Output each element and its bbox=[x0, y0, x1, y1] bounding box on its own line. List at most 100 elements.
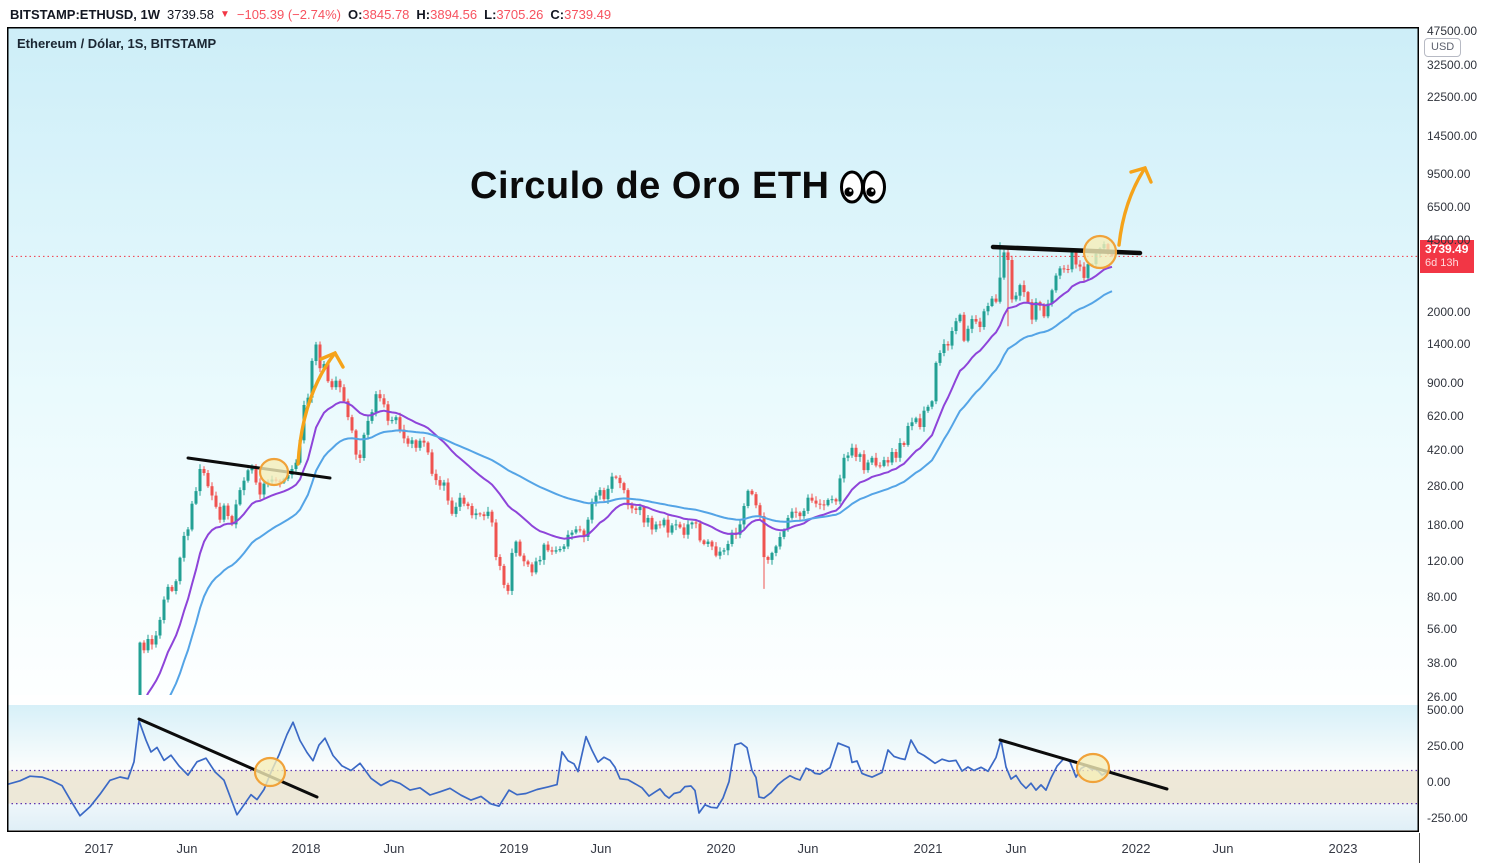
candle-body bbox=[978, 321, 982, 327]
candle-body bbox=[838, 478, 842, 502]
candle-body bbox=[454, 506, 458, 514]
candle-body bbox=[202, 469, 206, 473]
candle-body bbox=[846, 455, 850, 458]
candle-body bbox=[986, 306, 990, 312]
currency-badge[interactable]: USD bbox=[1424, 38, 1462, 57]
chart-legend[interactable]: Ethereum / Dólar, 1S, BITSTAMP bbox=[17, 36, 216, 51]
candle-body bbox=[1046, 303, 1050, 317]
candle-body bbox=[730, 532, 734, 544]
breakout-arrow-2018[interactable] bbox=[296, 350, 345, 466]
candle-body bbox=[786, 517, 790, 530]
candle-body bbox=[822, 504, 826, 506]
candle-body bbox=[1050, 290, 1054, 304]
indicator-golden-circle-2017[interactable] bbox=[253, 756, 287, 788]
candle-body bbox=[1058, 268, 1062, 276]
candle-body bbox=[154, 635, 158, 645]
candle-body bbox=[974, 319, 978, 322]
candle-body bbox=[874, 457, 878, 466]
axis-corner-divider bbox=[1419, 833, 1420, 863]
low-value: 3705.26 bbox=[496, 6, 544, 22]
candle-body bbox=[854, 447, 858, 457]
candle-body bbox=[534, 561, 538, 573]
candle-body bbox=[558, 549, 562, 551]
candle-body bbox=[614, 476, 618, 478]
indicator-trendline-2017[interactable] bbox=[137, 717, 319, 799]
indicator-tick-label: 500.00 bbox=[1427, 703, 1464, 717]
panel-separator bbox=[7, 695, 1419, 705]
last-price: 3739.58 bbox=[166, 6, 214, 22]
candle-body bbox=[418, 440, 422, 448]
golden-circle-2021[interactable] bbox=[1082, 234, 1118, 270]
breakout-arrow-2021-stroke bbox=[1117, 166, 1147, 247]
candle-body bbox=[670, 525, 674, 533]
candle-body bbox=[410, 440, 414, 444]
candle-body bbox=[906, 426, 910, 445]
candle-body bbox=[242, 480, 246, 491]
price-tick-label: 32500.00 bbox=[1427, 57, 1478, 72]
candle-body bbox=[826, 499, 830, 506]
chart-border bbox=[7, 27, 1419, 832]
candle-body bbox=[366, 420, 370, 435]
candle-body bbox=[718, 551, 722, 556]
candle-body bbox=[582, 530, 586, 537]
candle-body bbox=[798, 512, 802, 517]
candle-body bbox=[162, 599, 166, 620]
candle-body bbox=[810, 497, 814, 501]
breakout-arrow-2018-stroke bbox=[319, 350, 345, 369]
candle-body bbox=[1010, 260, 1014, 300]
candle-body bbox=[722, 550, 726, 552]
candle-body bbox=[362, 434, 366, 458]
indicator-band-fill bbox=[7, 770, 1419, 804]
candle-body bbox=[182, 535, 186, 558]
candle-body bbox=[650, 517, 654, 530]
candle-body bbox=[486, 511, 490, 516]
resistance-trendline-2017[interactable] bbox=[186, 456, 332, 480]
candle-body bbox=[882, 460, 886, 466]
close-label: C: bbox=[550, 6, 565, 22]
candle-body bbox=[954, 321, 958, 331]
candle-body bbox=[634, 508, 638, 510]
candle-body bbox=[214, 495, 218, 507]
candle-body bbox=[714, 546, 718, 556]
candle-body bbox=[610, 476, 614, 489]
candle-body bbox=[562, 546, 566, 549]
candle-body bbox=[394, 417, 398, 421]
candle-body bbox=[146, 639, 150, 651]
breakout-arrow-2021[interactable] bbox=[1117, 165, 1153, 247]
price-tick-label: 2000.00 bbox=[1427, 304, 1471, 319]
candle-body bbox=[434, 473, 438, 481]
candle-body bbox=[998, 277, 1002, 302]
indicator-golden-circle-2021[interactable] bbox=[1075, 752, 1111, 784]
candle-body bbox=[678, 524, 682, 528]
candle-body bbox=[342, 387, 346, 402]
candle-body bbox=[794, 511, 798, 513]
candle-body bbox=[554, 550, 558, 552]
candle-body bbox=[1082, 266, 1086, 278]
time-axis[interactable]: 2017 Jun 2018 Jun 2019 Jun 2020 Jun 2021 Jun 2022 J… bbox=[0, 833, 1486, 863]
candle-body bbox=[994, 298, 998, 302]
candle-body bbox=[590, 501, 594, 520]
candle-body bbox=[170, 586, 174, 591]
candle-body bbox=[790, 511, 794, 518]
chart-drawing-surface[interactable] bbox=[7, 27, 1419, 832]
chart-canvas[interactable]: Ethereum / Dólar, 1S, BITSTAMP Circulo d… bbox=[7, 27, 1419, 832]
candle-body bbox=[442, 482, 446, 486]
candle-body bbox=[538, 559, 542, 562]
candle-body bbox=[966, 328, 970, 341]
candle-body bbox=[346, 401, 350, 418]
price-tick-label: 38.00 bbox=[1427, 656, 1458, 671]
candle-body bbox=[570, 532, 574, 535]
price-axis[interactable]: USD 3739.49 6d 13h 47500.00 32500.00 22500… bbox=[1420, 24, 1486, 832]
candle-body bbox=[914, 418, 918, 423]
candle-body bbox=[890, 452, 894, 463]
time-tick-label: 2017 bbox=[84, 841, 114, 856]
candle-body bbox=[530, 564, 534, 573]
chart-title-annotation[interactable]: Circulo de Oro ETH bbox=[470, 165, 888, 208]
price-tick-label: 9500.00 bbox=[1427, 166, 1471, 181]
candlestick-series bbox=[138, 241, 1114, 695]
candle-body bbox=[658, 524, 662, 526]
golden-circle-2017[interactable] bbox=[258, 457, 290, 487]
time-tick-label: Jun bbox=[1005, 841, 1027, 856]
candle-body bbox=[922, 410, 926, 427]
candle-body bbox=[850, 447, 854, 456]
